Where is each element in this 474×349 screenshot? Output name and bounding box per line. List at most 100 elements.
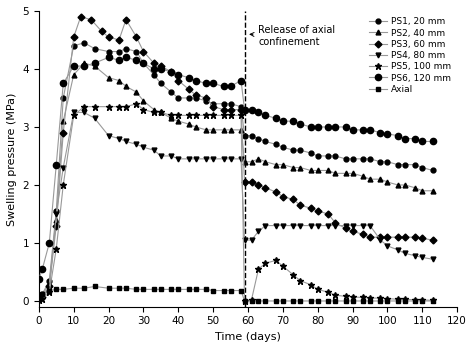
PS1, 20 mm: [106, 50, 111, 54]
PS3, 60 mm: [116, 38, 122, 42]
PS6, 120 mm: [378, 131, 383, 135]
PS2, 40 mm: [430, 189, 436, 193]
PS4, 80 mm: [151, 148, 157, 152]
PS5, 100 mm: [238, 113, 244, 118]
PS4, 80 mm: [308, 223, 314, 228]
PS4, 80 mm: [242, 238, 247, 242]
PS3, 60 mm: [60, 131, 66, 135]
PS3, 60 mm: [151, 61, 157, 65]
PS6, 120 mm: [123, 55, 129, 59]
PS4, 80 mm: [158, 154, 164, 158]
PS2, 40 mm: [332, 171, 338, 176]
PS4, 80 mm: [39, 295, 45, 299]
PS6, 120 mm: [39, 267, 45, 271]
PS1, 20 mm: [141, 61, 146, 65]
PS2, 40 mm: [36, 297, 42, 301]
PS4, 80 mm: [71, 110, 77, 114]
PS5, 100 mm: [106, 105, 111, 109]
PS2, 40 mm: [228, 128, 233, 132]
PS3, 60 mm: [203, 96, 209, 100]
PS1, 20 mm: [273, 142, 279, 147]
PS6, 120 mm: [158, 67, 164, 71]
PS3, 60 mm: [384, 235, 390, 239]
PS2, 40 mm: [255, 157, 261, 161]
PS4, 80 mm: [203, 157, 209, 161]
PS3, 60 mm: [193, 93, 199, 97]
PS5, 100 mm: [378, 296, 383, 300]
PS1, 20 mm: [134, 50, 139, 54]
PS4, 80 mm: [168, 154, 174, 158]
PS5, 100 mm: [255, 267, 261, 271]
PS5, 100 mm: [412, 298, 418, 302]
PS6, 120 mm: [221, 84, 227, 88]
PS6, 120 mm: [186, 75, 191, 80]
PS1, 20 mm: [186, 96, 191, 100]
PS4, 80 mm: [325, 223, 331, 228]
PS2, 40 mm: [60, 119, 66, 123]
PS1, 20 mm: [39, 292, 45, 296]
PS4, 80 mm: [228, 157, 233, 161]
Axial: [367, 299, 373, 303]
PS5, 100 mm: [360, 295, 366, 299]
PS3, 60 mm: [210, 105, 216, 109]
PS3, 60 mm: [419, 236, 425, 240]
PS3, 60 mm: [350, 229, 356, 233]
PS4, 80 mm: [402, 251, 408, 255]
PS6, 120 mm: [395, 134, 401, 138]
PS1, 20 mm: [430, 168, 436, 172]
PS2, 40 mm: [263, 159, 268, 164]
PS1, 20 mm: [378, 159, 383, 164]
PS3, 60 mm: [221, 107, 227, 112]
Axial: [325, 299, 331, 303]
PS3, 60 mm: [158, 64, 164, 68]
PS5, 100 mm: [203, 113, 209, 118]
PS5, 100 mm: [82, 105, 87, 109]
PS3, 60 mm: [46, 284, 52, 289]
PS1, 20 mm: [36, 296, 42, 300]
Axial: [39, 292, 45, 296]
PS5, 100 mm: [151, 110, 157, 114]
PS1, 20 mm: [325, 154, 331, 158]
Line: PS2, 40 mm: PS2, 40 mm: [36, 61, 435, 301]
PS6, 120 mm: [82, 64, 87, 68]
PS6, 120 mm: [263, 113, 268, 118]
PS2, 40 mm: [315, 168, 320, 172]
PS3, 60 mm: [430, 238, 436, 242]
Axial: [46, 288, 52, 292]
Axial: [54, 287, 59, 291]
PS4, 80 mm: [116, 136, 122, 141]
PS2, 40 mm: [54, 218, 59, 222]
PS6, 120 mm: [193, 79, 199, 83]
PS5, 100 mm: [46, 290, 52, 294]
PS2, 40 mm: [71, 73, 77, 77]
PS5, 100 mm: [221, 113, 227, 118]
PS4, 80 mm: [106, 134, 111, 138]
PS2, 40 mm: [82, 61, 87, 65]
PS5, 100 mm: [350, 295, 356, 299]
Axial: [419, 299, 425, 303]
PS5, 100 mm: [54, 247, 59, 251]
PS5, 100 mm: [193, 113, 199, 118]
PS6, 120 mm: [291, 119, 296, 123]
PS2, 40 mm: [106, 75, 111, 80]
Axial: [92, 284, 98, 289]
PS1, 20 mm: [242, 134, 247, 138]
PS4, 80 mm: [92, 116, 98, 120]
PS4, 80 mm: [210, 157, 216, 161]
Axial: [221, 288, 227, 292]
PS6, 120 mm: [106, 55, 111, 59]
PS6, 120 mm: [238, 79, 244, 83]
PS2, 40 mm: [419, 189, 425, 193]
PS3, 60 mm: [186, 87, 191, 91]
PS4, 80 mm: [186, 157, 191, 161]
PS4, 80 mm: [395, 248, 401, 252]
Axial: [350, 299, 356, 303]
PS5, 100 mm: [273, 258, 279, 262]
Axial: [134, 287, 139, 291]
PS1, 20 mm: [384, 159, 390, 164]
PS6, 120 mm: [228, 84, 233, 88]
Axial: [123, 286, 129, 290]
PS1, 20 mm: [71, 44, 77, 48]
PS5, 100 mm: [36, 298, 42, 302]
Axial: [395, 299, 401, 303]
